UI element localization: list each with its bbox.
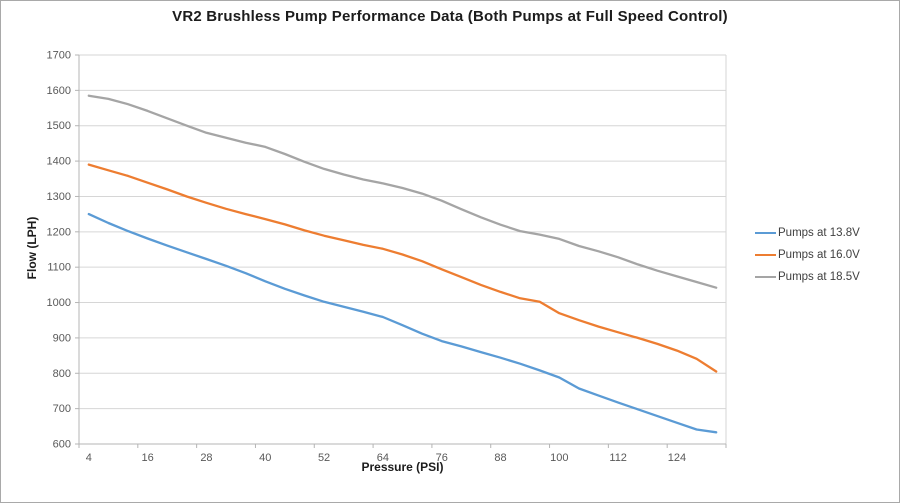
x-tick-label: 88 <box>494 452 506 464</box>
legend-swatch-16-0v <box>755 253 776 257</box>
x-tick-label: 28 <box>200 452 212 464</box>
legend-item-16-0v: Pumps at 16.0V <box>755 244 860 266</box>
y-tick-label: 1700 <box>47 50 71 62</box>
legend-label-16-0v: Pumps at 16.0V <box>778 249 860 261</box>
y-tick-label: 1300 <box>47 191 71 203</box>
legend-label-18-5v: Pumps at 18.5V <box>778 271 860 283</box>
chart-title: VR2 Brushless Pump Performance Data (Bot… <box>172 8 728 25</box>
legend-label-13-8v: Pumps at 13.8V <box>778 227 860 239</box>
y-tick-label: 700 <box>53 403 71 415</box>
series-line-pumps-at-18.5v <box>87 94 718 289</box>
x-tick-label: 76 <box>436 452 448 464</box>
series-line-pumps-at-16.0v <box>87 163 718 373</box>
x-tick-label: 4 <box>86 452 92 464</box>
legend-item-18-5v: Pumps at 18.5V <box>755 266 860 288</box>
legend-swatch-13-8v <box>755 231 776 235</box>
y-tick-label: 900 <box>53 332 71 344</box>
x-tick-label: 112 <box>609 452 627 464</box>
y-tick-label: 600 <box>53 439 71 451</box>
x-tick-label: 52 <box>318 452 330 464</box>
x-tick-label: 64 <box>377 452 389 464</box>
y-axis-title: Flow (LPH) <box>25 216 39 280</box>
y-tick-label: 1500 <box>47 120 71 132</box>
legend-item-13-8v: Pumps at 13.8V <box>755 222 860 244</box>
x-axis-title: Pressure (PSI) <box>361 460 444 474</box>
y-tick-label: 800 <box>53 368 71 380</box>
x-tick-label: 40 <box>259 452 271 464</box>
y-tick-label: 1100 <box>47 262 71 274</box>
y-tick-label: 1200 <box>47 226 71 238</box>
legend: Pumps at 13.8V Pumps at 16.0V Pumps at 1… <box>755 222 860 288</box>
series-line-pumps-at-13.8v <box>87 212 718 434</box>
y-tick-label: 1000 <box>47 297 71 309</box>
x-tick-label: 124 <box>668 452 686 464</box>
y-tick-label: 1600 <box>47 85 71 97</box>
legend-swatch-18-5v <box>755 275 776 279</box>
y-tick-label: 1400 <box>47 156 71 168</box>
x-tick-label: 100 <box>550 452 568 464</box>
x-tick-label: 16 <box>141 452 153 464</box>
